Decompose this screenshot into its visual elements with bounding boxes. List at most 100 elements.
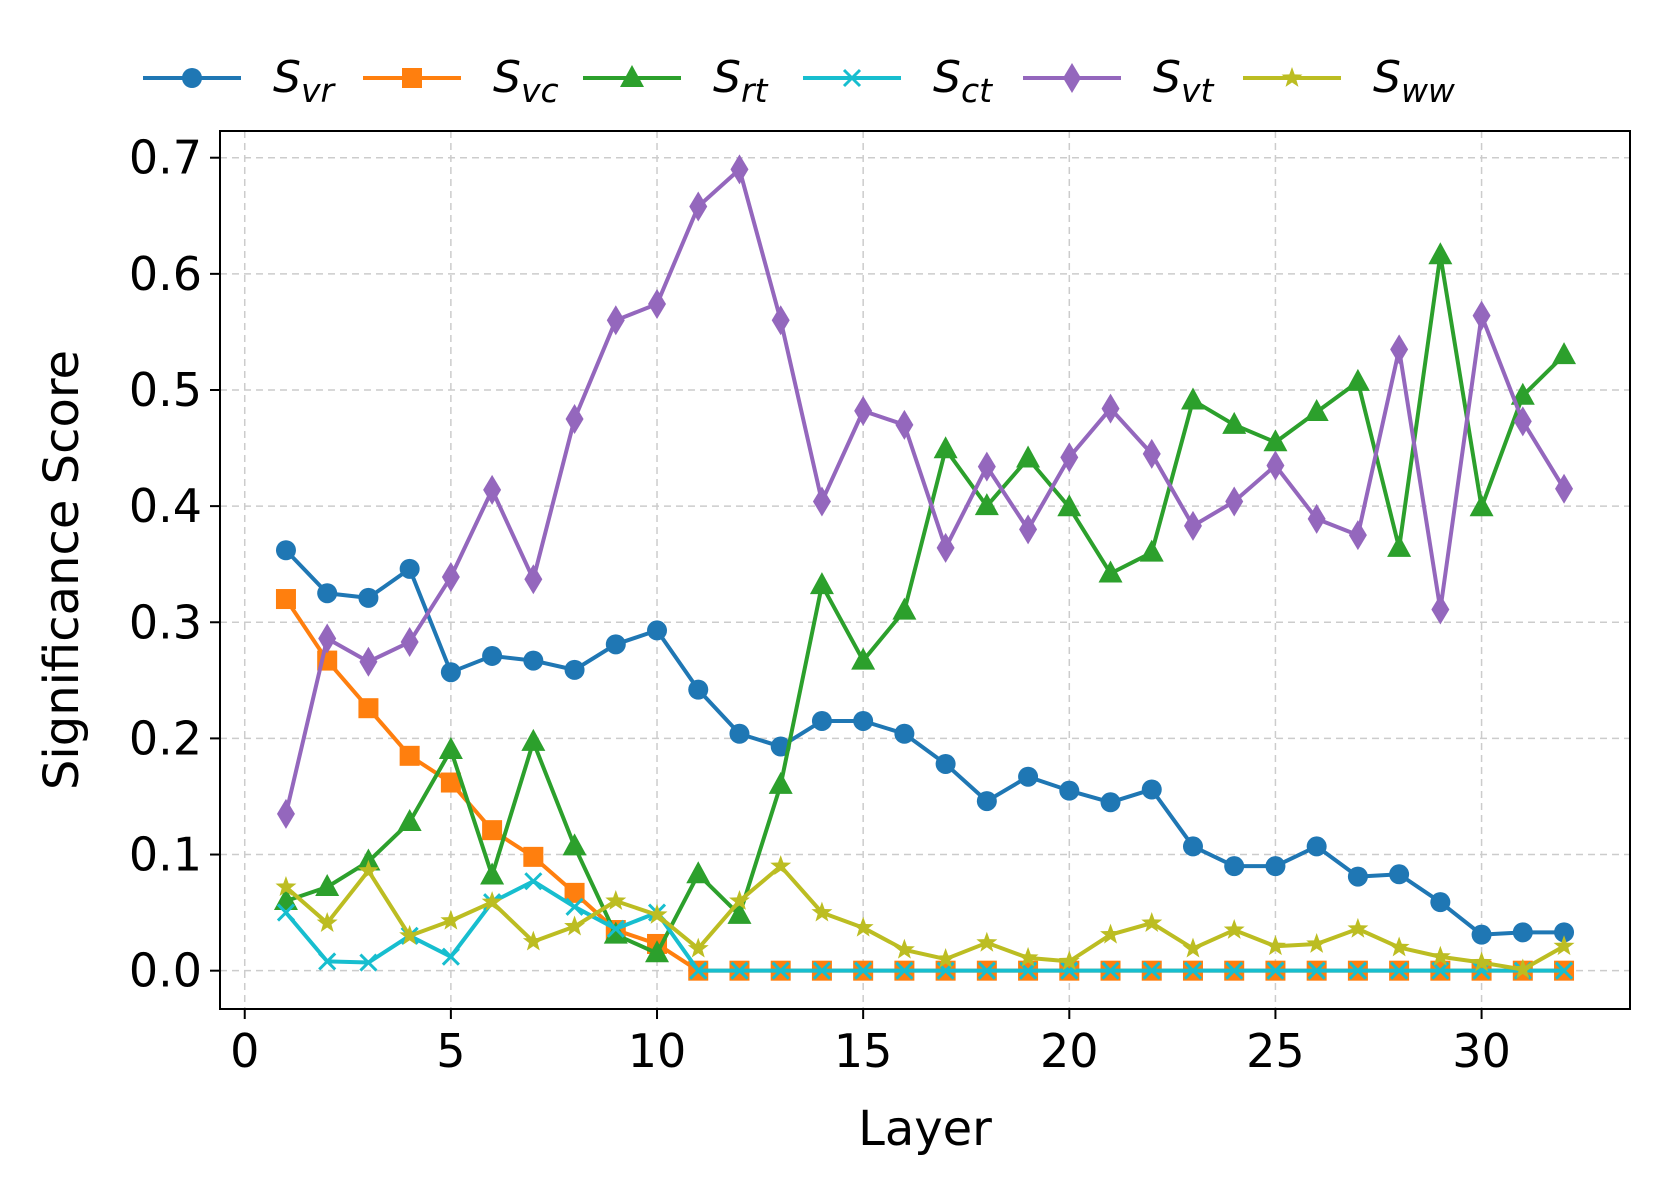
x-tick-label: 5 bbox=[436, 1024, 465, 1078]
data-point-S_ct bbox=[1390, 961, 1409, 980]
data-point-S_ct bbox=[689, 961, 708, 980]
data-point-S_rt bbox=[1016, 445, 1041, 468]
data-point-S_vr bbox=[1512, 922, 1533, 943]
data-point-S_rt bbox=[1304, 399, 1329, 422]
legend-marker bbox=[182, 68, 202, 88]
data-point-S_vt bbox=[1225, 486, 1244, 517]
x-axis-label: Layer bbox=[858, 1101, 992, 1157]
data-point-S_rt bbox=[1139, 539, 1164, 562]
data-point-S_vt bbox=[359, 646, 378, 677]
data-point-S_rt bbox=[1387, 534, 1412, 557]
legend-marker bbox=[620, 65, 644, 87]
y-tick-label: 0.3 bbox=[129, 595, 202, 649]
data-point-S_rt bbox=[768, 771, 793, 794]
series-line-S_rt bbox=[285, 253, 1566, 956]
data-point-S_ct bbox=[318, 952, 337, 971]
x-tick-label: 20 bbox=[1040, 1024, 1099, 1078]
data-point-S_vt bbox=[606, 305, 625, 336]
data-point-S_vr bbox=[1265, 856, 1286, 877]
data-point-S_ww bbox=[357, 859, 379, 880]
data-point-S_vr bbox=[894, 723, 915, 744]
data-point-S_rt bbox=[1180, 387, 1205, 410]
data-point-S_rt bbox=[1510, 382, 1535, 405]
y-axis-label: Significance Score bbox=[34, 350, 90, 790]
data-point-S_vt bbox=[1183, 510, 1202, 541]
data-point-S_ct bbox=[1225, 961, 1244, 980]
data-point-S_vr bbox=[1182, 836, 1203, 857]
data-point-S_vt bbox=[648, 289, 667, 320]
data-point-S_vc bbox=[275, 589, 296, 610]
data-point-S_vt bbox=[977, 451, 996, 482]
series-line-S_ww bbox=[284, 864, 1566, 972]
x-tick-label: 10 bbox=[628, 1024, 687, 1078]
series-S_rt bbox=[273, 242, 1577, 963]
data-point-S_vr bbox=[1430, 892, 1451, 913]
data-point-S_ct bbox=[1431, 961, 1450, 980]
data-point-S_ww bbox=[1512, 958, 1534, 979]
y-tick-label: 0.6 bbox=[129, 247, 202, 301]
data-point-S_ct bbox=[276, 903, 296, 922]
data-point-S_vt bbox=[1019, 514, 1038, 545]
legend-label: Svc bbox=[493, 52, 559, 110]
data-point-S_rt bbox=[809, 572, 834, 595]
data-point-S_ww bbox=[440, 909, 462, 930]
data-point-S_ww bbox=[976, 931, 998, 952]
data-point-S_rt bbox=[1345, 368, 1370, 391]
axis-ticks: 0 5 10 15 20 25 30 0.0 0.1 0.2 0.3 0.4 0.5 0.6 0.7 bbox=[129, 131, 1511, 1078]
y-tick-label: 0.2 bbox=[129, 711, 202, 765]
series-lines bbox=[273, 154, 1577, 981]
x-tick-label: 25 bbox=[1246, 1024, 1305, 1078]
data-point-S_vr bbox=[729, 723, 750, 744]
data-point-S_vr bbox=[1554, 922, 1575, 943]
legend-entry-S_vc: Svc bbox=[363, 52, 559, 110]
data-point-S_rt bbox=[974, 493, 999, 516]
data-point-S_vr bbox=[688, 679, 709, 700]
data-point-S_ct bbox=[1348, 961, 1367, 980]
data-point-S_vt bbox=[812, 486, 831, 517]
data-point-S_vt bbox=[1472, 300, 1491, 331]
data-point-S_rt bbox=[1222, 411, 1247, 434]
data-point-S_vt bbox=[276, 798, 295, 829]
data-point-S_rt bbox=[1469, 494, 1494, 517]
data-point-S_vt bbox=[524, 564, 543, 595]
data-point-S_vr bbox=[811, 710, 832, 731]
legend-marker bbox=[1063, 63, 1081, 93]
x-tick-label: 0 bbox=[230, 1024, 259, 1078]
data-point-S_ct bbox=[730, 961, 749, 980]
data-point-S_rt bbox=[480, 862, 505, 885]
data-point-S_vr bbox=[1141, 779, 1162, 800]
data-point-S_rt bbox=[521, 728, 546, 751]
grid-lines bbox=[220, 131, 1630, 1009]
data-point-S_rt bbox=[315, 874, 340, 897]
data-point-S_ww bbox=[1553, 935, 1575, 956]
data-point-S_vr bbox=[275, 540, 296, 561]
data-point-S_ct bbox=[441, 947, 460, 966]
data-point-S_vr bbox=[605, 634, 626, 655]
data-point-S_ww bbox=[275, 876, 297, 896]
legend-entry-S_rt: Srt bbox=[583, 52, 769, 110]
data-point-S_rt bbox=[892, 597, 917, 620]
series-line-S_vt bbox=[284, 167, 1566, 815]
data-point-S_vr bbox=[564, 659, 585, 680]
data-point-S_vt bbox=[1555, 473, 1574, 504]
data-point-S_ct bbox=[359, 953, 378, 972]
data-point-S_ww bbox=[935, 948, 957, 968]
data-point-S_vr bbox=[399, 558, 420, 579]
data-point-S_vt bbox=[1390, 334, 1409, 365]
series-S_vc bbox=[275, 589, 1575, 981]
data-point-S_vt bbox=[730, 154, 749, 185]
data-point-S_vt bbox=[936, 532, 955, 563]
y-tick-label: 0.7 bbox=[129, 131, 202, 185]
y-tick-label: 0.0 bbox=[129, 944, 202, 998]
y-tick-label: 0.1 bbox=[129, 828, 202, 882]
data-point-S_ww bbox=[893, 938, 915, 959]
data-point-S_vt bbox=[1142, 438, 1161, 469]
x-tick-label: 30 bbox=[1452, 1024, 1511, 1078]
series-line-S_vc bbox=[284, 597, 1565, 973]
data-point-S_ct bbox=[771, 961, 790, 980]
data-point-S_vt bbox=[854, 395, 873, 426]
legend-label: Srt bbox=[713, 52, 769, 110]
data-point-S_ww bbox=[1347, 917, 1369, 938]
data-point-S_ww bbox=[316, 912, 338, 932]
data-point-S_ww bbox=[1388, 936, 1410, 957]
